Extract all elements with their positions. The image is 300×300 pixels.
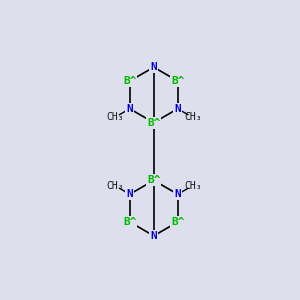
- Text: B^: B^: [123, 76, 136, 86]
- Text: N: N: [150, 62, 157, 72]
- Text: B^: B^: [147, 118, 160, 128]
- Text: N: N: [174, 104, 181, 114]
- Text: N: N: [174, 189, 181, 199]
- Text: CH₃: CH₃: [106, 181, 124, 190]
- Text: CH₃: CH₃: [184, 181, 202, 190]
- Text: B^: B^: [171, 76, 184, 86]
- Text: N: N: [126, 189, 133, 199]
- Text: B^: B^: [171, 217, 184, 227]
- Text: CH₃: CH₃: [184, 112, 202, 122]
- Text: N: N: [126, 104, 133, 114]
- Text: B^: B^: [123, 217, 136, 227]
- Text: B^: B^: [147, 176, 160, 185]
- Text: N: N: [150, 231, 157, 241]
- Text: CH₃: CH₃: [106, 112, 124, 122]
